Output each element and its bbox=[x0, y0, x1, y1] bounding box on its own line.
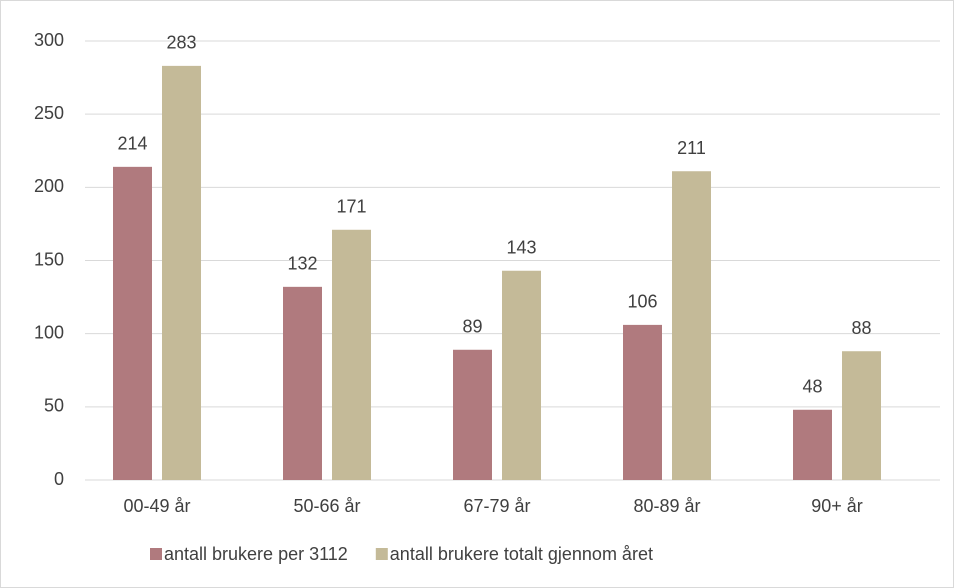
data-label: 171 bbox=[336, 197, 366, 217]
bar bbox=[623, 324, 662, 480]
y-tick-label: 250 bbox=[34, 103, 64, 123]
data-label: 283 bbox=[166, 33, 196, 53]
data-label: 211 bbox=[677, 138, 706, 158]
bar bbox=[672, 171, 711, 480]
data-label: 48 bbox=[802, 377, 822, 397]
x-tick-label: 00-49 år bbox=[123, 496, 190, 516]
data-label: 106 bbox=[627, 292, 657, 312]
data-label: 88 bbox=[851, 318, 871, 338]
y-tick-label: 100 bbox=[34, 322, 64, 342]
legend-swatch bbox=[375, 548, 388, 560]
legend-label: antall brukere per 3112 bbox=[164, 544, 348, 564]
x-tick-label: 80-89 år bbox=[633, 496, 700, 516]
y-tick-label: 300 bbox=[34, 30, 64, 50]
y-tick-label: 200 bbox=[34, 176, 64, 196]
y-tick-label: 150 bbox=[34, 249, 64, 269]
y-tick-label: 50 bbox=[44, 396, 64, 416]
bar bbox=[453, 349, 492, 480]
bar bbox=[502, 270, 541, 480]
bar bbox=[842, 351, 881, 480]
x-tick-label: 50-66 år bbox=[293, 496, 360, 516]
x-tick-label: 67-79 år bbox=[463, 496, 530, 516]
y-tick-label: 0 bbox=[54, 469, 64, 489]
data-label: 214 bbox=[117, 134, 147, 154]
legend-label: antall brukere totalt gjennom året bbox=[390, 544, 653, 564]
bar bbox=[283, 286, 322, 480]
bar bbox=[332, 229, 371, 480]
bar bbox=[793, 409, 832, 480]
data-label: 143 bbox=[506, 237, 536, 257]
legend-swatch bbox=[150, 548, 162, 560]
bar bbox=[113, 166, 152, 480]
bar bbox=[162, 65, 201, 481]
data-label: 89 bbox=[462, 317, 482, 337]
data-label: 132 bbox=[287, 254, 317, 274]
x-tick-label: 90+ år bbox=[811, 496, 863, 516]
